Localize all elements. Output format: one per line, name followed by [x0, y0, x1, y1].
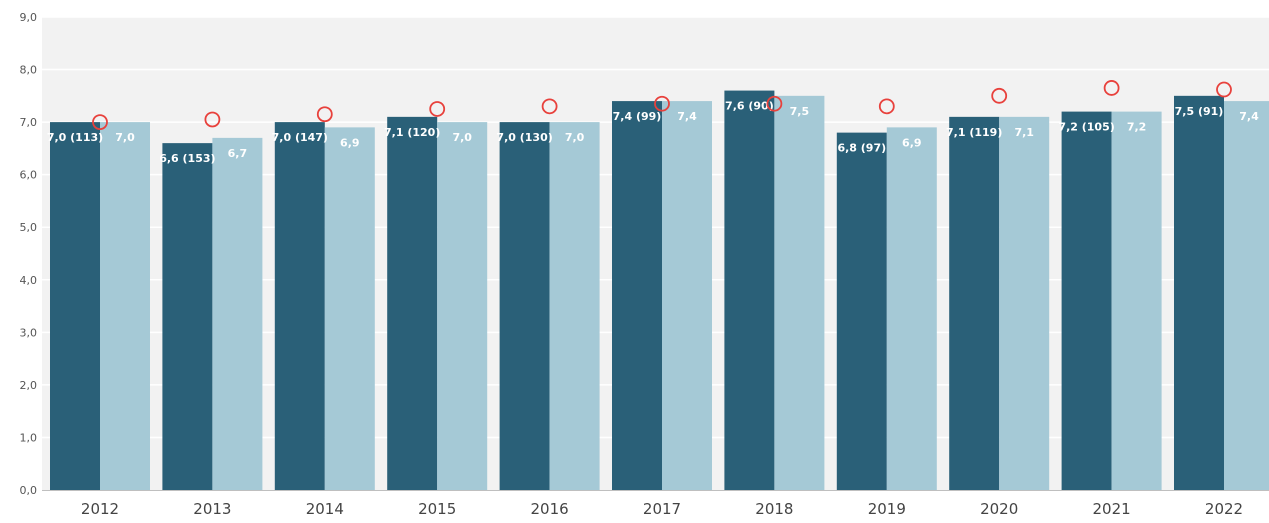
bar-light: [662, 101, 712, 490]
bar-light: [437, 122, 488, 490]
data-label-light: 6,9: [340, 136, 360, 149]
y-tick-label: 1,0: [20, 431, 38, 444]
y-tick-label: 6,0: [20, 169, 38, 182]
x-tick-label: 2014: [306, 500, 344, 518]
y-tick-label: 2,0: [20, 379, 38, 392]
x-tick-label: 2012: [81, 500, 119, 518]
data-label-light: 7,4: [1239, 110, 1259, 123]
y-axis-ticks: 0,0 1,0 2,0 3,0 4,0 5,0 6,0 7,0 8,0 9,0: [20, 11, 38, 497]
x-tick-label: 2019: [868, 500, 906, 518]
x-tick-label: 2021: [1093, 500, 1131, 518]
marker-circle: [1216, 81, 1232, 98]
bar-light: [549, 122, 600, 490]
x-axis-ticks: 2012 2013 2014 2015 2016 2017 2018 2019 2020 2021…: [81, 500, 1243, 518]
bar-dark: [1174, 95, 1224, 490]
series-light-bars: [100, 95, 1269, 490]
bar-dark: [612, 101, 662, 490]
data-labels: 7,0 (113) 7,0 6,6 (153) 6,7 7,0 (147) 6,9 7,1 …: [47, 100, 1259, 166]
bar-dark: [724, 90, 775, 491]
marker-circle: [429, 101, 446, 117]
bar-light: [999, 116, 1050, 490]
series-dark-bars: [50, 90, 1224, 491]
data-label-dark: 6,6 (153): [159, 152, 215, 165]
data-label-dark: 7,0 (113): [47, 131, 103, 144]
data-label-dark: 7,1 (120): [384, 126, 440, 139]
bar-dark: [274, 122, 325, 490]
marker-circle: [766, 95, 783, 112]
data-label-dark: 6,8 (97): [837, 142, 886, 155]
x-tick-label: 2020: [980, 500, 1018, 518]
bar-dark: [949, 116, 1000, 490]
bar-dark: [387, 116, 438, 490]
data-label-light: 7,1: [1014, 126, 1034, 139]
marker-circle: [654, 95, 670, 112]
marker-circle: [92, 114, 108, 131]
data-label-dark: 7,5 (91): [1175, 105, 1224, 118]
data-label-light: 7,4: [677, 110, 697, 123]
x-tick-label: 2022: [1205, 500, 1243, 518]
bar-dark: [836, 132, 887, 490]
y-tick-label: 4,0: [20, 274, 38, 287]
bar-dark: [50, 122, 100, 490]
bar-light: [100, 122, 150, 490]
data-label-light: 7,0: [565, 131, 585, 144]
y-tick-label: 7,0: [20, 116, 38, 129]
marker-circle: [204, 111, 221, 128]
y-tick-label: 5,0: [20, 221, 38, 234]
data-label-dark: 7,2 (105): [1058, 121, 1114, 134]
bar-light: [1111, 111, 1162, 490]
bar-light: [1224, 101, 1269, 490]
x-tick-label: 2016: [531, 500, 569, 518]
marker-circle: [1103, 80, 1120, 96]
y-tick-label: 3,0: [20, 326, 38, 339]
y-tick-label: 9,0: [20, 11, 38, 24]
y-tick-label: 0,0: [20, 484, 38, 497]
data-label-light: 6,7: [228, 147, 248, 160]
data-label-dark: 7,6 (90): [725, 100, 774, 113]
bar-light: [774, 95, 825, 490]
bar-dark: [1061, 111, 1112, 490]
data-label-light: 6,9: [902, 136, 922, 149]
data-label-dark: 7,0 (147): [272, 131, 328, 144]
marker-circle: [541, 98, 558, 115]
bar-light: [212, 137, 263, 490]
x-tick-label: 2013: [193, 500, 231, 518]
data-label-light: 7,0: [452, 131, 472, 144]
bar-dark: [162, 143, 213, 490]
data-label-light: 7,5: [790, 105, 810, 118]
data-label-dark: 7,1 (119): [946, 126, 1002, 139]
series-markers: [92, 80, 1232, 131]
x-tick-label: 2015: [418, 500, 456, 518]
data-label-dark: 7,0 (130): [496, 131, 552, 144]
data-label-dark: 7,4 (99): [613, 110, 662, 123]
marker-circle: [878, 98, 895, 115]
marker-circle: [991, 87, 1008, 104]
data-label-light: 7,0: [115, 131, 135, 144]
bar-light: [886, 127, 937, 490]
bar-dark: [499, 122, 550, 490]
x-tick-label: 2017: [643, 500, 681, 518]
y-tick-label: 8,0: [20, 64, 38, 77]
data-label-light: 7,2: [1127, 121, 1147, 134]
bar-light: [324, 127, 375, 490]
marker-circle: [316, 106, 333, 123]
x-tick-label: 2018: [755, 500, 793, 518]
